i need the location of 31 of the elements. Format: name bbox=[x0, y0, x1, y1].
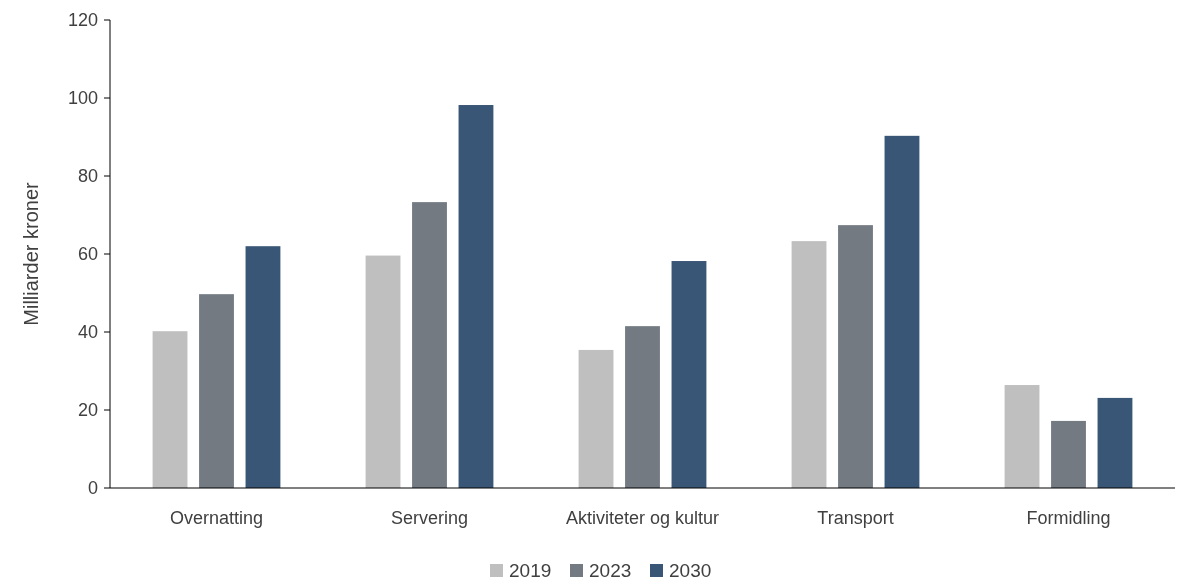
x-tick-label: Aktiviteter og kultur bbox=[565, 508, 720, 528]
bar bbox=[1051, 420, 1086, 488]
bar bbox=[578, 349, 614, 488]
bar bbox=[791, 241, 827, 488]
bar bbox=[838, 225, 873, 488]
bar bbox=[884, 135, 920, 488]
legend-label: 2030 bbox=[669, 560, 712, 581]
y-tick-label: 120 bbox=[67, 10, 98, 31]
bar bbox=[671, 261, 707, 488]
x-tick-label: Servering bbox=[390, 508, 469, 528]
legend-label: 2023 bbox=[589, 560, 632, 581]
bar bbox=[458, 105, 494, 488]
legend-label: 2019 bbox=[509, 560, 552, 581]
y-tick-label: 40 bbox=[77, 322, 98, 343]
bar bbox=[152, 331, 188, 488]
y-axis-title: Milliarder kroner bbox=[20, 181, 42, 326]
x-tick-label: Transport bbox=[817, 508, 894, 528]
bar bbox=[1097, 397, 1133, 488]
y-tick-label: 100 bbox=[67, 88, 98, 109]
bar bbox=[625, 326, 660, 488]
y-tick-label: 80 bbox=[77, 166, 98, 187]
y-tick-label: 20 bbox=[77, 400, 98, 421]
bar bbox=[412, 202, 447, 488]
bar bbox=[199, 294, 234, 488]
bar bbox=[245, 246, 281, 488]
y-tick-label: 0 bbox=[87, 478, 98, 499]
x-tick-label: Formidling bbox=[1026, 508, 1111, 528]
bar bbox=[1004, 385, 1040, 488]
y-tick-label: 60 bbox=[77, 244, 98, 265]
x-tick-label: Overnatting bbox=[169, 508, 264, 528]
bar bbox=[365, 255, 401, 488]
